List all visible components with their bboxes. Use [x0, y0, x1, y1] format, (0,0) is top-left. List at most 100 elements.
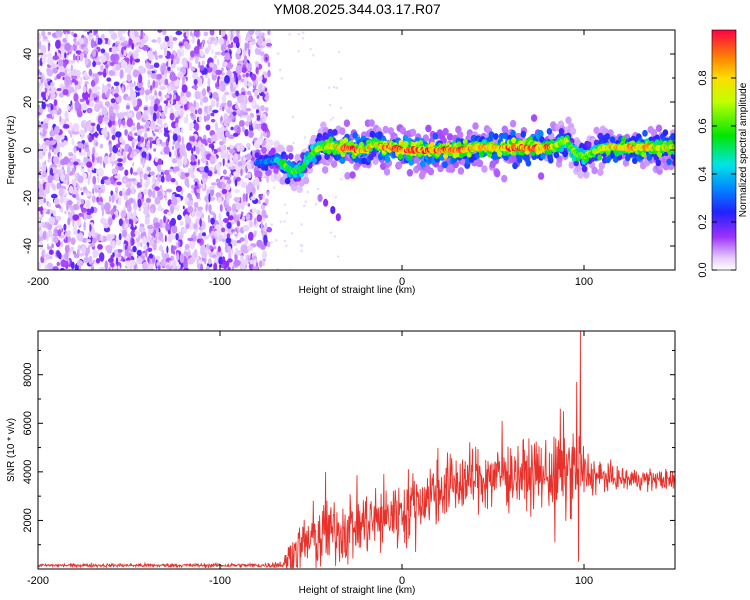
noise-blob: [56, 103, 59, 111]
noise-blob: [209, 245, 213, 250]
noise-blob: [177, 214, 182, 221]
noise-blob: [157, 265, 161, 270]
noise-blob: [193, 201, 199, 209]
noise-blob: [200, 150, 205, 159]
noise-blob: [210, 188, 215, 197]
noise-blob: [92, 73, 100, 78]
noise-blob: [88, 109, 92, 114]
noise-blob: [99, 266, 106, 270]
signal-cell: [311, 157, 317, 164]
noise-blob: [47, 246, 53, 250]
noise-blob: [125, 260, 131, 269]
noise-blob: [117, 158, 123, 163]
noise-blob: [64, 118, 67, 124]
noise-blob: [210, 182, 217, 186]
noise-blob: [154, 196, 161, 205]
noise-blob: [83, 30, 90, 33]
noise-blob: [217, 58, 220, 66]
noise-blob: [233, 231, 237, 235]
noise-blob: [193, 231, 197, 237]
noise-blob: [257, 94, 260, 99]
noise-blob: [82, 90, 89, 101]
noise-blob: [184, 214, 189, 220]
noise-blob: [254, 47, 259, 55]
noise-blob: [232, 111, 237, 116]
noise-blob: [235, 170, 240, 179]
noise-blob: [261, 122, 268, 132]
noise-blob: [95, 258, 101, 264]
noise-blob: [224, 75, 230, 84]
noise-blob: [132, 162, 135, 167]
noise-blob: [89, 170, 92, 180]
noise-blob: [65, 32, 68, 40]
noise-blob: [248, 220, 254, 228]
noise-blob: [46, 78, 50, 82]
noise-blob: [263, 71, 268, 79]
noise-blob: [244, 78, 247, 88]
noise-blob: [134, 231, 141, 235]
noise-blob: [60, 51, 65, 60]
noise-blob: [132, 148, 134, 157]
noise-blob: [167, 134, 170, 143]
noise-blob: [42, 170, 47, 178]
noise-blob: [52, 156, 60, 165]
noise-blob: [267, 30, 271, 36]
noise-blob: [86, 161, 93, 168]
noise-blob: [64, 210, 67, 215]
noise-blob: [193, 78, 198, 86]
noise-blob: [239, 237, 245, 242]
signal-cell: [671, 133, 675, 141]
noise-blob: [100, 48, 106, 54]
noise-blob: [145, 177, 150, 187]
noise-blob: [207, 258, 212, 265]
signal-cell: [254, 152, 260, 159]
noise-blob: [70, 104, 73, 111]
noise-blob: [140, 38, 147, 45]
noise-blob: [226, 221, 232, 229]
noise-blob: [115, 209, 119, 219]
noise-blob: [242, 193, 246, 203]
noise-blob: [112, 127, 116, 135]
noise-blob: [41, 148, 48, 152]
noise-blob: [258, 194, 263, 201]
noise-blob: [250, 73, 257, 81]
noise-blob: [147, 224, 154, 230]
noise-blob: [201, 177, 208, 183]
noise-blob: [199, 166, 205, 172]
noise-blob: [216, 101, 219, 108]
noise-blob: [77, 175, 84, 184]
noise-blob: [147, 137, 154, 141]
noise-blob: [228, 30, 231, 38]
noise-speck: [331, 116, 335, 120]
noise-blob: [160, 175, 165, 183]
noise-blob: [149, 85, 153, 91]
noise-blob: [88, 255, 93, 265]
noise-blob: [72, 53, 76, 62]
noise-blob: [66, 201, 69, 212]
noise-blob: [197, 159, 200, 166]
noise-blob: [258, 33, 262, 38]
noise-blob: [174, 110, 179, 118]
noise-blob: [63, 156, 70, 165]
noise-blob: [189, 136, 193, 141]
noise-blob: [156, 73, 163, 80]
noise-blob: [58, 72, 66, 77]
noise-speck: [332, 85, 336, 89]
noise-blob: [163, 215, 167, 223]
noise-blob: [173, 250, 176, 255]
noise-blob: [113, 205, 117, 210]
noise-blob: [197, 38, 201, 48]
noise-blob: [70, 68, 78, 77]
noise-blob: [156, 111, 160, 120]
noise-blob: [233, 197, 241, 203]
noise-blob: [47, 31, 52, 36]
noise-blob: [227, 266, 231, 270]
noise-blob: [177, 197, 181, 203]
noise-blob: [187, 258, 194, 265]
noise-blob: [55, 39, 61, 49]
noise-blob: [132, 138, 138, 143]
noise-blob: [165, 99, 168, 107]
noise-blob: [110, 254, 114, 261]
noise-blob: [187, 206, 194, 213]
noise-blob: [38, 180, 41, 189]
